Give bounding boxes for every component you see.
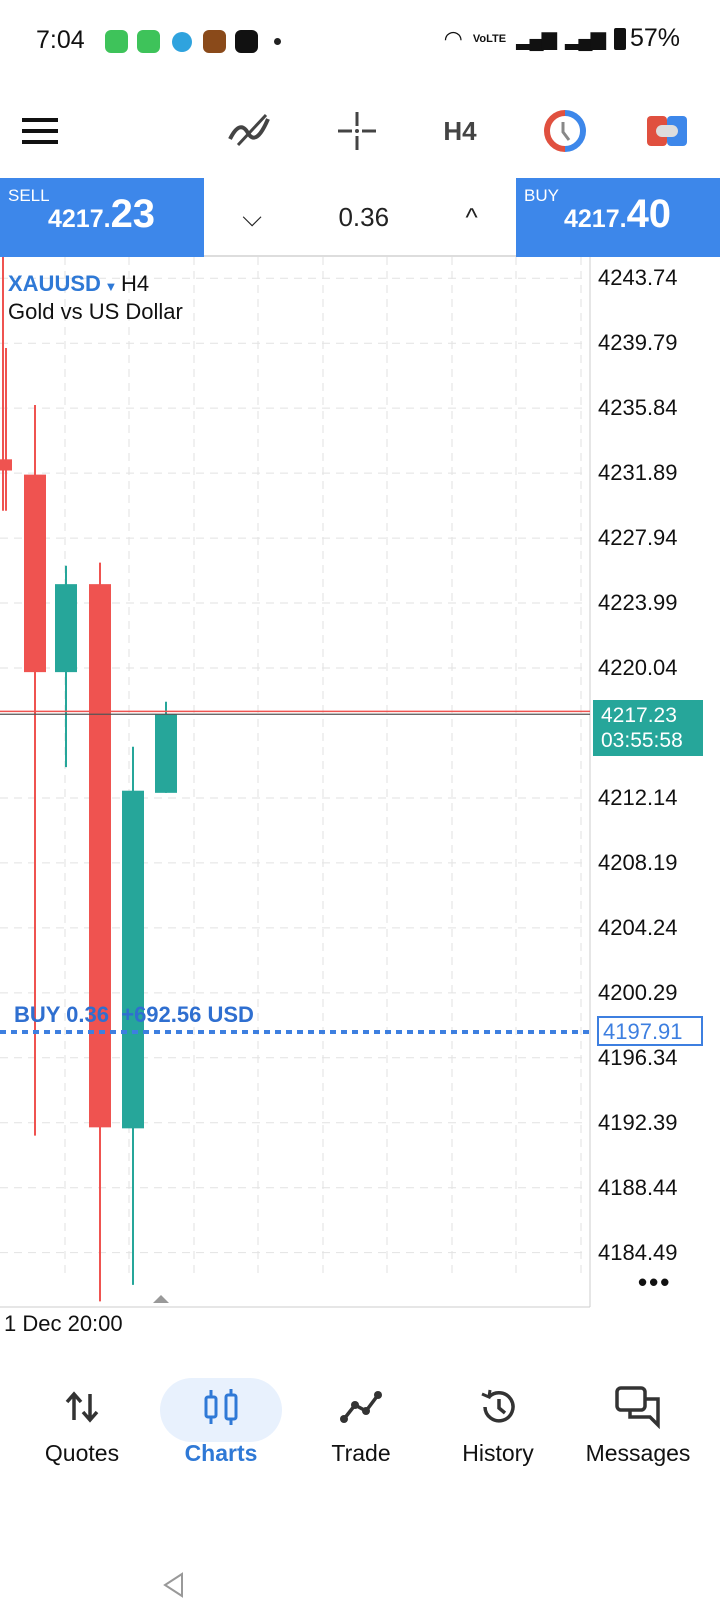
candle-bearish	[89, 584, 111, 1128]
nav-quotes[interactable]: Quotes	[17, 1370, 147, 1480]
price-tick-label: 4184.49	[598, 1239, 678, 1265]
sell-label: SELL	[8, 186, 50, 205]
indicators-button[interactable]	[225, 108, 275, 154]
position-profit: +692.56 USD	[121, 1001, 254, 1027]
volume-value[interactable]: 0.36	[338, 202, 390, 232]
battery-level: 57%	[629, 24, 680, 52]
candle-bullish	[122, 790, 144, 1129]
price-tick-label: 4235.84	[598, 395, 678, 421]
hamburger-icon	[22, 118, 58, 144]
buy-price-big: 40	[626, 192, 672, 236]
candle-bearish	[0, 459, 12, 471]
price-tick-label: 4192.39	[598, 1109, 678, 1135]
menu-button[interactable]	[20, 108, 60, 154]
price-tick-label: 4231.89	[598, 460, 678, 486]
wifi-icon: ◠	[443, 25, 463, 51]
nav-messages[interactable]: Messages	[573, 1370, 703, 1480]
candle-bullish	[155, 714, 177, 793]
price-tick-label: 4227.94	[598, 525, 678, 551]
decrease-volume-button[interactable]: ⌵	[242, 201, 262, 232]
symbol-selector[interactable]: XAUUSD	[8, 271, 101, 296]
whatsapp-icon	[137, 30, 160, 53]
position-volume: BUY 0.36	[14, 1001, 109, 1027]
position-price-tag[interactable]: 4197.91	[597, 1015, 703, 1046]
price-tick-label: 4208.19	[598, 849, 678, 875]
toggle-icon	[647, 116, 687, 146]
system-back-button[interactable]	[162, 1572, 184, 1598]
sell-price: 4217.	[48, 205, 111, 233]
more-notifications-icon	[274, 38, 281, 45]
price-tick-label: 4188.44	[598, 1174, 678, 1200]
increase-volume-button[interactable]: ^	[465, 202, 478, 232]
nav-label: Charts	[184, 1440, 258, 1466]
volume-control: ⌵ 0.36 ^	[204, 178, 516, 257]
trade-toggle-button[interactable]	[645, 108, 689, 154]
signal-icon: ▂▄▆	[565, 28, 606, 50]
price-tick-label: 4200.29	[598, 979, 678, 1005]
nav-label: Trade	[331, 1440, 391, 1466]
price-tick-label: 4243.74	[598, 265, 678, 291]
bottom-navigation: Quotes Charts Trade History Messages	[0, 1370, 720, 1490]
candle-bullish	[55, 584, 77, 673]
current-price: 4217.23	[601, 704, 677, 728]
active-tab-highlight	[160, 1378, 282, 1442]
history-icon	[481, 1389, 515, 1423]
crosshair-icon	[338, 112, 376, 150]
chevron-down-icon[interactable]: ▼	[100, 279, 121, 294]
buy-button[interactable]: BUY 4217.40	[516, 178, 720, 257]
sell-button[interactable]: SELL 4217.23	[0, 178, 204, 257]
volte-icon: VoLTE	[472, 32, 507, 45]
whatsapp-business-icon	[105, 30, 128, 53]
signal-icon: ▂▄▆	[516, 28, 557, 50]
nav-charts[interactable]: Charts	[156, 1370, 286, 1480]
nav-trade[interactable]: Trade	[296, 1370, 426, 1480]
price-chart[interactable]: XAUUSD ▼ H4 Gold vs US Dollar 4243.74 423…	[0, 257, 720, 1336]
candle-bearish	[24, 474, 46, 673]
buy-label: BUY	[524, 186, 559, 205]
price-tick-label: 4204.24	[598, 914, 678, 940]
quotes-arrows-icon	[65, 1391, 99, 1423]
nav-label: Messages	[585, 1440, 691, 1466]
bar-countdown: 03:55:58	[601, 729, 683, 753]
price-tick-label: 4223.99	[598, 590, 678, 616]
price-tick-label: 4196.34	[598, 1044, 678, 1070]
time-axis-label: 1 Dec 20:00	[4, 1311, 123, 1336]
battery-icon	[613, 27, 626, 50]
one-click-trade-bar: SELL 4217.23 ⌵ 0.36 ^ BUY 4217.40	[0, 178, 720, 257]
chart-timeframe: H4	[121, 271, 150, 296]
current-price-tag: 4217.23 03:55:58	[593, 700, 703, 757]
nav-history[interactable]: History	[433, 1370, 563, 1480]
game-app-icon	[203, 30, 226, 53]
buy-price: 4217.	[564, 205, 627, 233]
timeframe-button[interactable]: H4	[443, 115, 477, 146]
sell-price-big: 23	[110, 192, 156, 236]
chart-toolbar: H4	[0, 84, 720, 178]
messages-icon	[615, 1386, 660, 1429]
chart-canvas[interactable]	[0, 257, 720, 1327]
indicator-wave-icon	[228, 113, 270, 147]
position-label[interactable]: BUY 0.36 +692.56 USD	[14, 1002, 254, 1028]
status-bar: 7:04 ◠ VoLTE ▂▄▆ ▂▄▆ 57%	[0, 0, 720, 84]
crosshair-button[interactable]	[332, 108, 382, 154]
telegram-icon	[172, 32, 192, 52]
nav-label: History	[462, 1440, 534, 1466]
more-dots-icon[interactable]: •••	[638, 1267, 672, 1297]
price-tick-label: 4220.04	[598, 655, 678, 681]
price-tick-label: 4212.14	[598, 784, 678, 810]
app-icon	[235, 30, 258, 53]
scroll-marker-icon	[153, 1295, 169, 1303]
price-tick-label: 4239.79	[598, 330, 678, 356]
trade-line-icon	[340, 1391, 382, 1423]
candles-icon	[204, 1389, 238, 1425]
nav-label: Quotes	[44, 1440, 120, 1466]
status-time: 7:04	[36, 26, 85, 54]
back-icon	[163, 1572, 183, 1598]
one-click-trading-button[interactable]	[540, 108, 590, 154]
symbol-description: Gold vs US Dollar	[8, 299, 183, 324]
clock-icon	[544, 110, 586, 152]
